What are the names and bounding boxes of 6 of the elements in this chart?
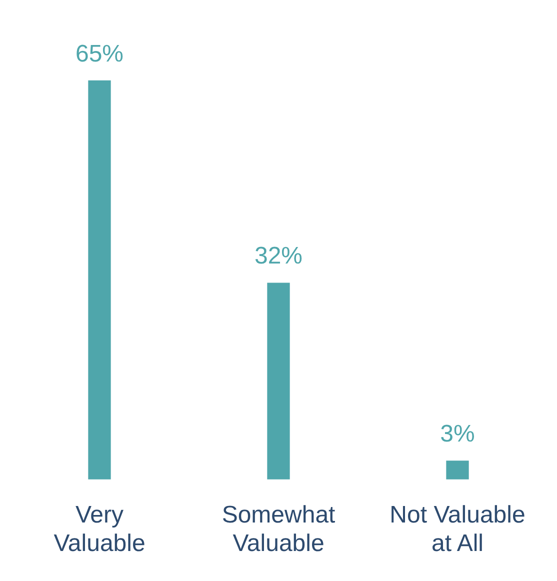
data-label: 3% — [440, 420, 475, 448]
data-label: 32% — [254, 242, 303, 270]
x-tick-label: Somewhat Valuable — [222, 501, 336, 558]
x-tick-label: Not Valuable at All — [390, 501, 526, 558]
data-label: 65% — [75, 40, 124, 68]
x-tick-label: Very Valuable — [54, 501, 146, 558]
